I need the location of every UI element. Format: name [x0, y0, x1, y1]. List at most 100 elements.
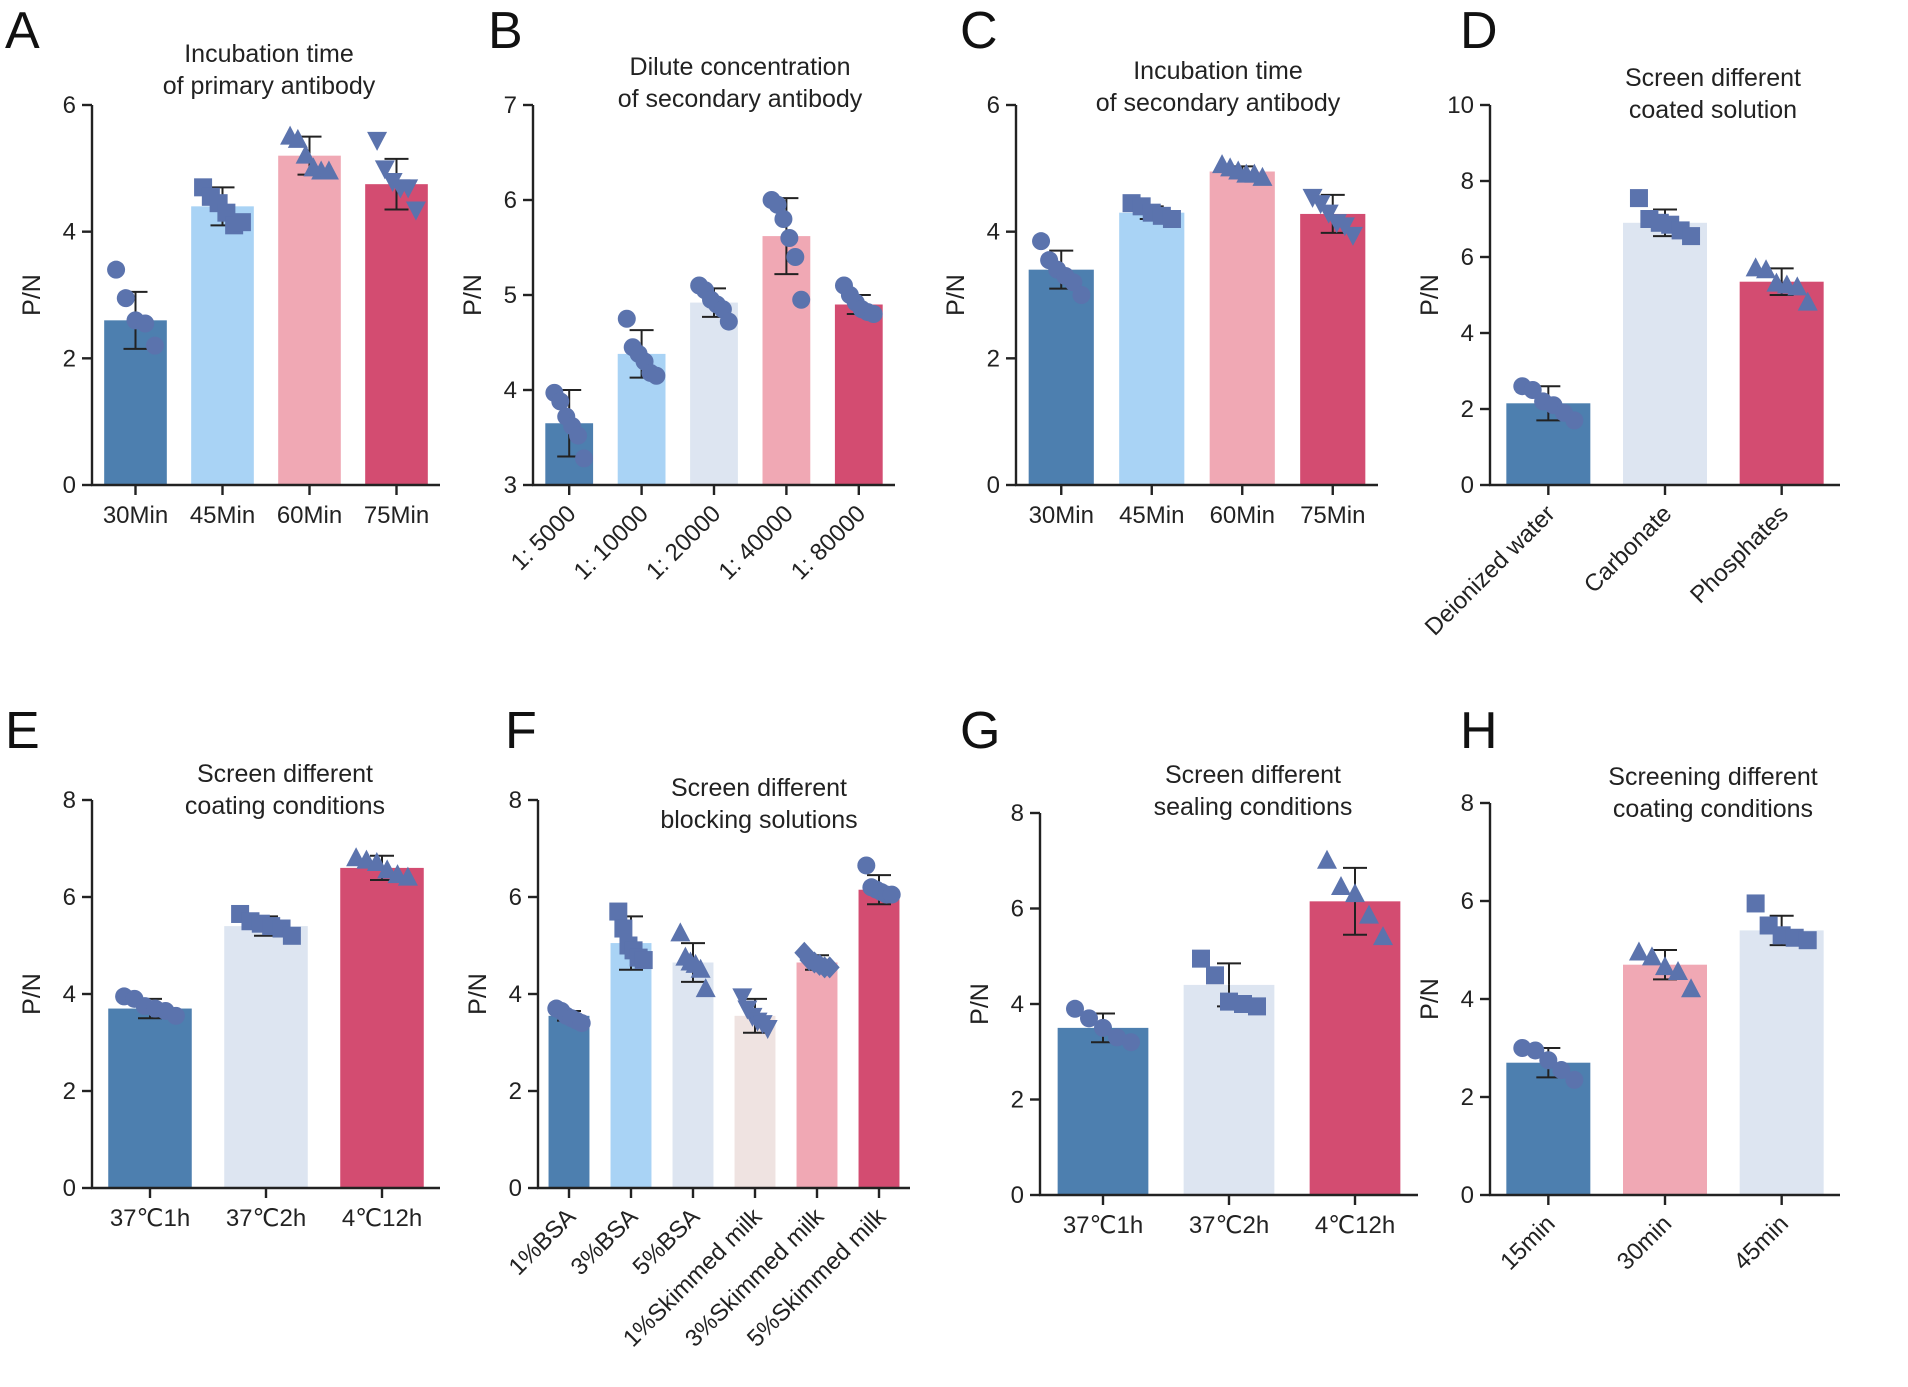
x-tick-label: 1: 40000	[713, 500, 798, 585]
data-point	[1317, 849, 1337, 869]
bar	[108, 1008, 192, 1188]
data-point	[367, 131, 388, 151]
bar	[610, 943, 652, 1188]
bar	[1739, 930, 1824, 1195]
data-point	[232, 213, 251, 232]
x-tick-label: 1%BSA	[504, 1203, 582, 1281]
chart-title: Screen different	[671, 774, 847, 802]
x-tick-label: 45Min	[1119, 502, 1184, 529]
data-point	[864, 305, 883, 323]
bar	[734, 1015, 776, 1188]
y-axis-label: P/N	[1416, 274, 1444, 316]
y-tick-label: 0	[1461, 472, 1474, 499]
data-point	[882, 885, 901, 904]
data-point	[1565, 1070, 1584, 1089]
data-point	[1746, 894, 1765, 913]
data-point	[719, 312, 738, 331]
bar	[1739, 281, 1824, 485]
y-axis-label: P/N	[18, 274, 46, 316]
x-tick-label: Deionized water	[1420, 500, 1561, 641]
bar	[365, 184, 428, 485]
y-tick-label: 8	[1011, 800, 1024, 827]
chart-title: Screen different	[197, 760, 373, 788]
chart-title: Incubation time	[1133, 57, 1303, 85]
bar	[340, 867, 424, 1188]
data-point	[295, 144, 316, 164]
y-tick-label: 4	[63, 981, 76, 1008]
chart-title: Incubation time	[184, 40, 354, 68]
data-point	[819, 956, 840, 979]
y-tick-label: 0	[509, 1175, 522, 1202]
data-point	[1345, 883, 1365, 903]
data-point	[282, 926, 301, 945]
y-tick-label: 8	[1461, 168, 1474, 195]
panel-letter: D	[1460, 2, 1498, 60]
data-point	[1220, 992, 1238, 1011]
y-tick-label: 2	[63, 1078, 76, 1105]
data-point	[792, 290, 811, 309]
data-point	[1066, 999, 1084, 1018]
x-tick-label: 4℃12h	[342, 1205, 422, 1232]
data-point	[1080, 1009, 1098, 1028]
y-tick-label: 0	[987, 472, 1000, 499]
y-tick-label: 8	[1461, 790, 1474, 817]
data-point	[1655, 956, 1675, 976]
panel-e: E Screen different coating conditions P/N 0 2…	[5, 702, 440, 1232]
y-tick-label: 4	[1461, 986, 1474, 1013]
bar	[858, 889, 900, 1188]
x-tick-label: 1: 10000	[569, 500, 654, 585]
data-point	[575, 449, 594, 468]
data-point	[1787, 276, 1808, 296]
panel-letter: H	[1460, 702, 1498, 760]
data-point	[1668, 961, 1689, 981]
data-point	[1206, 966, 1224, 985]
data-point	[377, 859, 398, 879]
y-tick-label: 4	[504, 377, 517, 404]
y-tick-label: 7	[504, 92, 517, 119]
x-tick-label: 37℃2h	[226, 1205, 306, 1232]
x-tick-label: 15min	[1495, 1210, 1560, 1275]
x-tick-label: 37℃1h	[110, 1205, 190, 1232]
data-point	[1526, 1041, 1545, 1060]
bar	[278, 155, 341, 485]
data-point	[774, 210, 793, 228]
x-tick-label: 75Min	[364, 502, 429, 529]
bar	[1119, 212, 1185, 485]
x-tick-label: 1: 80000	[786, 500, 871, 585]
panel-letter: B	[488, 2, 523, 60]
data-point	[1628, 941, 1649, 961]
x-tick-label: 3%BSA	[566, 1203, 644, 1281]
y-tick-label: 6	[63, 92, 76, 119]
bar	[1057, 1027, 1149, 1195]
y-tick-label: 6	[509, 884, 522, 911]
data-point	[609, 902, 628, 921]
y-tick-label: 6	[1461, 888, 1474, 915]
chart-title: sealing conditions	[1154, 793, 1353, 821]
chart-title: of primary antibody	[163, 72, 376, 100]
y-tick-label: 0	[1461, 1182, 1474, 1209]
y-tick-label: 6	[504, 187, 517, 214]
panel-a: A Incubation time of primary antibody P/N 0 2…	[5, 2, 440, 529]
y-tick-label: 4	[509, 981, 522, 1008]
chart-title: Screen different	[1165, 761, 1341, 789]
bar	[1623, 964, 1707, 1195]
panel-letter: E	[5, 702, 40, 760]
chart-title: Dilute concentration	[630, 53, 851, 81]
y-tick-label: 6	[1461, 244, 1474, 271]
x-tick-label: 45min	[1729, 1210, 1794, 1275]
data-point	[1108, 1028, 1126, 1047]
y-tick-label: 0	[63, 472, 76, 499]
bar	[796, 962, 838, 1188]
data-point	[287, 128, 308, 148]
y-tick-label: 2	[987, 345, 1000, 372]
data-point	[1641, 946, 1662, 966]
y-tick-label: 4	[987, 219, 1000, 246]
bar	[1183, 984, 1275, 1195]
panel-b: B Dilute concentration of secondary antibo…	[459, 2, 895, 585]
bar	[1209, 171, 1275, 485]
data-point	[1681, 978, 1702, 998]
chart-title: Screen different	[1625, 64, 1801, 92]
y-axis-label: P/N	[459, 274, 487, 316]
x-tick-label: 1: 20000	[641, 500, 726, 585]
